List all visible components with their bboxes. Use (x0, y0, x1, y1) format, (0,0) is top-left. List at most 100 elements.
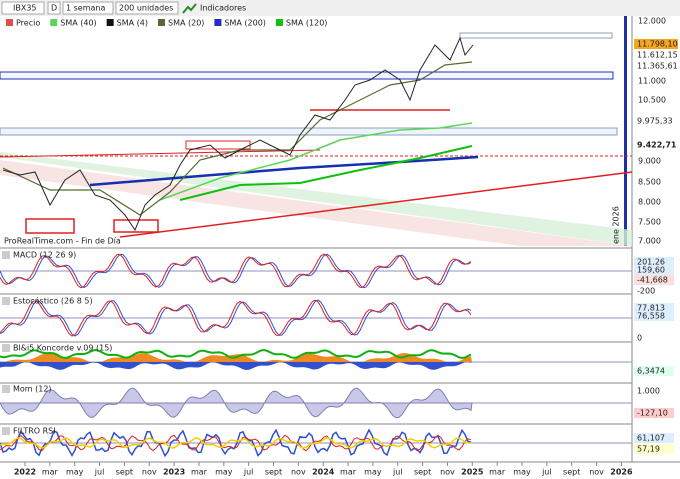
price-tag (634, 61, 678, 71)
legend-swatch (106, 19, 114, 26)
panel-label: -41,668 (637, 276, 668, 285)
panel-label-bg (634, 444, 674, 454)
d-box[interactable] (47, 1, 61, 15)
legend-swatch (157, 19, 165, 26)
osc-line (0, 253, 472, 289)
price-tick-label: 7.500 (638, 218, 661, 227)
symbol[interactable]: IBX35 (13, 4, 37, 13)
x-tick-label: may (364, 468, 382, 477)
x-tick-label: 2023 (163, 468, 185, 477)
panel-label: 159,60 (637, 266, 665, 275)
panel-label-bg (634, 311, 674, 321)
price-tick-label: 8.500 (638, 178, 661, 187)
panel-title-bg (2, 427, 10, 435)
price-tag-label: 9.422,71 (637, 141, 677, 150)
panel-title: Bl&i5 Koncorde v.09 (15) (13, 344, 112, 353)
units-box[interactable] (115, 1, 179, 15)
mom-area (0, 387, 473, 419)
price-tick-label: 8.000 (638, 198, 661, 207)
osc-line (0, 299, 472, 337)
price-tick-label: 12.000 (638, 17, 666, 26)
box (25, 218, 75, 234)
price-tag-label: 9.975,33 (637, 117, 673, 126)
zone-band (459, 32, 613, 39)
legend-swatch (50, 19, 58, 26)
d-button[interactable]: D (51, 4, 57, 13)
legend-entry: SMA (20) (168, 19, 204, 28)
trend-line (119, 171, 633, 238)
x-tick-label: 2025 (461, 468, 484, 477)
price-tag (634, 140, 678, 150)
x-tick-label: may (215, 468, 233, 477)
panel-label: -200 (637, 287, 655, 296)
panel-label: 0 (637, 334, 642, 343)
panel-label-bg (634, 333, 674, 343)
panel-title-bg (2, 251, 10, 259)
units[interactable]: 200 unidades (119, 4, 173, 13)
panel-label-bg (634, 386, 674, 396)
price-tag-label: 11.365,61 (637, 62, 678, 71)
x-tick-label: sept (563, 468, 580, 477)
period[interactable]: 1 semana (66, 4, 105, 13)
indicators[interactable]: Indicadores (200, 4, 246, 13)
panel-label: 1.000 (637, 387, 660, 396)
panel-label: -127,10 (637, 409, 668, 418)
panel-label-bg (634, 433, 674, 443)
x-tick-label: mar (489, 468, 506, 477)
period-box[interactable] (62, 1, 114, 15)
sma-120 (179, 145, 473, 201)
indicators-icon[interactable] (182, 3, 197, 14)
sma-40 (159, 122, 473, 201)
x-tick-label: jul (243, 468, 254, 477)
box (185, 140, 251, 150)
panel-title: Estocástico (26 8 5) (13, 297, 93, 306)
panel-label: 57,19 (637, 445, 660, 454)
panel-title: MACD (12 26 9) (13, 251, 76, 260)
panel-label-bg (634, 286, 674, 296)
panel-title: Mom (12) (13, 385, 52, 394)
channel-green (0, 152, 632, 246)
price (2, 36, 474, 232)
price-tag (634, 50, 678, 60)
x-tick-label: sept (265, 468, 282, 477)
x-tick-label: 2022 (14, 468, 36, 477)
price-axis-bg (632, 16, 680, 479)
legend-entry: SMA (4) (117, 19, 148, 28)
legend-swatch (214, 19, 222, 26)
x-tick-label: jul (541, 468, 552, 477)
x-tick-label: nov (440, 468, 455, 477)
panel-label: 77,813 (637, 304, 665, 313)
x-tick-label: 2024 (312, 468, 335, 477)
x-tick-label: nov (291, 468, 306, 477)
x-tick-label: jul (392, 468, 403, 477)
x-tick-label: sept (116, 468, 133, 477)
x-tick-label: mar (340, 468, 357, 477)
panel-label-bg (634, 303, 674, 313)
koncorde-line (0, 348, 472, 360)
panel-label: 76,558 (637, 312, 665, 321)
trend-line (0, 149, 321, 158)
price-tick-label: 7.000 (638, 237, 661, 246)
price-tag (634, 116, 678, 126)
rsi-line (0, 434, 472, 452)
channel-red (0, 160, 632, 246)
price-tag-label: 11.798,10 (637, 40, 678, 49)
watermark: ProRealTime.com - Fin de Día (4, 237, 121, 246)
symbol-box[interactable] (1, 1, 45, 15)
sma-200 (89, 155, 479, 187)
x-tick-label: may (513, 468, 531, 477)
x-tick-label: sept (414, 468, 431, 477)
date-marker: ene 2026 (612, 206, 621, 244)
panel-label: 61,107 (637, 434, 665, 443)
panel-label-bg (634, 366, 674, 376)
panel-label-bg (634, 265, 674, 275)
price-tag (634, 39, 678, 49)
legend-swatch (6, 19, 13, 26)
price-tick-label: 9.000 (638, 157, 661, 166)
panel-label: 201,26 (637, 258, 665, 267)
legend-entry: SMA (40) (60, 19, 96, 28)
price-tag-label: 11.612,15 (637, 51, 678, 60)
legend-entry: SMA (120) (286, 19, 328, 28)
